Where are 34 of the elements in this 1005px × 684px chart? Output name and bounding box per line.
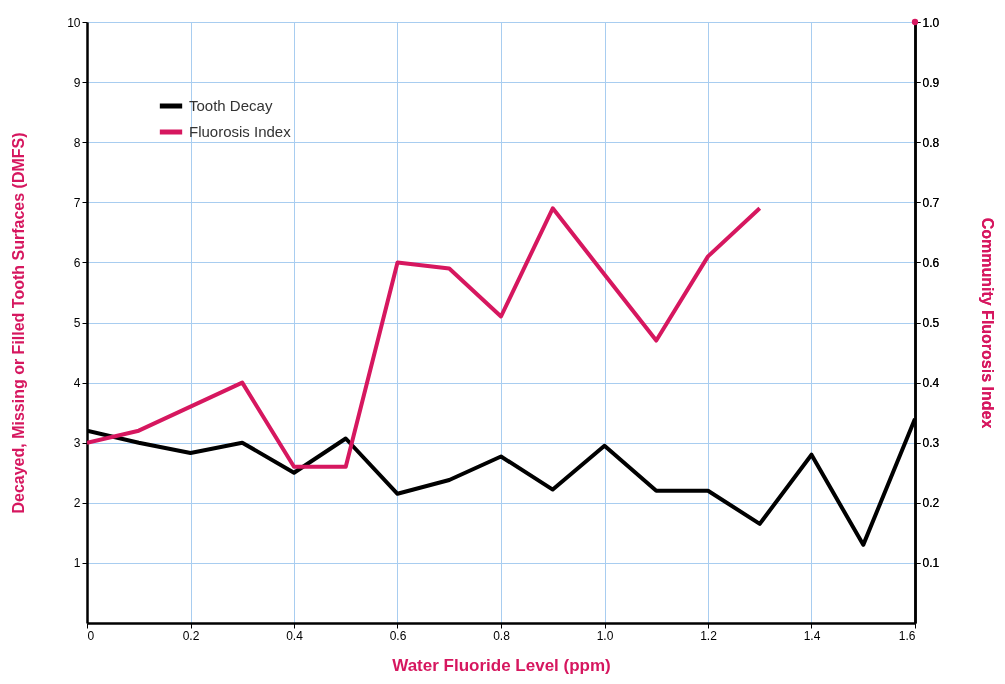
- x-tick-label: 1.2: [700, 628, 718, 643]
- y2-tick-label: 0.5: [922, 316, 940, 330]
- x-tick-label: 0.6: [389, 628, 407, 643]
- x-tick-label: 1.6: [898, 628, 916, 643]
- y2-tick-label: 0.4: [922, 376, 940, 391]
- y2-tick-label: 0.3: [922, 436, 940, 451]
- y2-tick-label: 0.2: [922, 496, 940, 511]
- y2-tick-label: 1.0: [922, 15, 940, 30]
- y2-axis-title: Community Fluorosis Index: [979, 217, 997, 429]
- x-tick-label: 0: [87, 628, 95, 643]
- y-tick-label: 6: [73, 255, 81, 270]
- x-tick-label: 0.8: [493, 628, 511, 643]
- y-tick-label: 3: [73, 436, 81, 451]
- y-tick-label: 9: [73, 75, 81, 90]
- y-tick-label: 2: [73, 496, 81, 511]
- y-tick-label: 10: [67, 15, 81, 30]
- legend-label: Tooth Decay: [189, 97, 273, 114]
- y-tick-label: 7: [73, 195, 81, 210]
- y2-tick-label: 0.9: [922, 75, 940, 90]
- x-tick-label: 1.0: [596, 628, 614, 643]
- x-tick-label: 0.2: [182, 628, 200, 643]
- y-tick-label: 5: [73, 316, 81, 330]
- y2-tick-label: 0.8: [922, 135, 940, 150]
- y-tick-label: 1: [73, 556, 81, 571]
- x-axis-title: Water Fluoride Level (ppm): [392, 655, 611, 675]
- y-tick-label: 8: [73, 135, 81, 150]
- y2-tick-label: 0.1: [922, 556, 940, 571]
- y2-tick-label: 0.7: [922, 195, 940, 210]
- legend-label: Fluorosis Index: [189, 123, 292, 140]
- y-axis-title: Decayed, Missing or Filled Tooth Surfaces (DMFS): [10, 132, 28, 514]
- x-tick-label: 0.4: [286, 628, 304, 643]
- y-tick-label: 4: [73, 376, 81, 391]
- x-tick-label: 1.4: [803, 628, 821, 643]
- y2-tick-label: 0.6: [922, 255, 940, 270]
